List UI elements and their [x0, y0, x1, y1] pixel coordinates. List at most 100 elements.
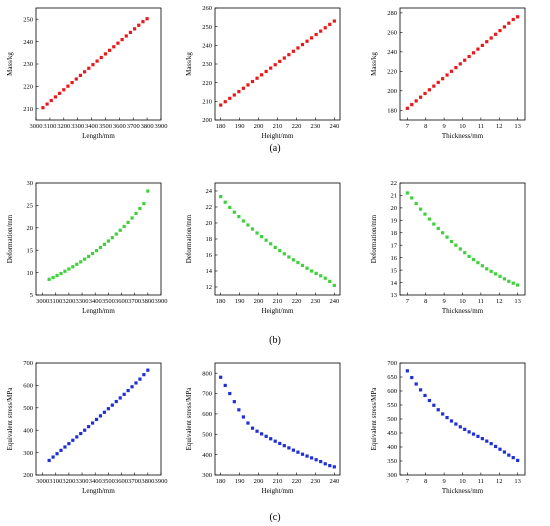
x-tick-label: 11 [478, 298, 484, 305]
data-point [59, 271, 63, 276]
x-axis-title: Length/mm [82, 307, 115, 315]
data-point [223, 200, 227, 204]
x-tick-label: 220 [292, 298, 302, 305]
data-point [134, 381, 138, 385]
y-tick-label: 24 [206, 188, 213, 195]
plot-frame [399, 7, 526, 121]
y-tick-label: 200 [387, 88, 397, 95]
data-point [432, 84, 436, 88]
chart-panel-0-2: 7 8 9 10 11 12 13 180 200 220 240 260 280 Thickness/m… [370, 7, 526, 140]
x-tick-label: 3700 [127, 123, 140, 130]
data-point [246, 223, 250, 227]
data-point [58, 91, 62, 95]
data-point [463, 427, 467, 431]
y-tick-label: 30 [27, 180, 34, 187]
data-point [296, 261, 300, 265]
data-point [458, 425, 462, 429]
data-point [458, 62, 462, 66]
data-point [305, 454, 309, 458]
data-point [142, 373, 146, 377]
chart-panel-2-2: 7 8 9 10 11 12 13 300 350 400 450 500 550 600 650 700 Th… [370, 360, 526, 495]
x-tick-label: 13 [514, 123, 521, 130]
data-point [122, 392, 126, 396]
x-tick-label: 3600 [115, 298, 128, 305]
y-tick-label: 230 [23, 61, 33, 68]
y-axis-title: Mass/kg [185, 52, 193, 76]
y-axis-title: Deformation/mm [6, 214, 14, 263]
data-point [485, 267, 489, 271]
data-point [323, 462, 327, 466]
data-point [259, 432, 264, 436]
data-point [98, 414, 103, 418]
x-tick-label: 3200 [62, 298, 75, 305]
x-tick-label: 180 [216, 298, 226, 305]
data-point [423, 212, 427, 216]
data-point [410, 375, 414, 380]
data-point [141, 20, 145, 24]
data-point [219, 375, 223, 379]
data-point [432, 222, 436, 226]
data-point [83, 70, 87, 74]
data-point [511, 456, 515, 460]
data-point [103, 52, 108, 56]
x-tick-label: 3800 [141, 123, 154, 130]
data-point [264, 69, 268, 74]
data-point [291, 258, 296, 262]
y-tick-label: 500 [387, 416, 397, 423]
data-point [328, 464, 332, 468]
x-tick-label: 13 [514, 298, 521, 305]
plot-frame [399, 182, 526, 296]
data-point [296, 450, 300, 454]
y-axis-title: Equivalent stress/MPa [6, 387, 14, 451]
data-point [282, 252, 286, 256]
data-point [66, 84, 70, 88]
data-point [116, 41, 120, 45]
y-tick-label: 240 [23, 39, 33, 46]
data-point [219, 103, 223, 107]
data-point [130, 216, 134, 220]
data-point [63, 269, 67, 273]
data-point [255, 76, 259, 80]
data-point [67, 267, 71, 271]
data-point [454, 422, 458, 426]
data-point [112, 45, 116, 49]
data-point [502, 450, 507, 454]
data-point [309, 456, 314, 460]
data-point [511, 17, 515, 22]
data-point [71, 438, 75, 442]
data-point [467, 54, 471, 59]
plot-frame [399, 362, 526, 476]
data-point [410, 196, 414, 200]
data-point [296, 46, 300, 50]
y-tick-label: 250 [23, 16, 33, 23]
data-point [264, 434, 268, 438]
y-tick-label: 5 [30, 292, 33, 299]
data-point [332, 465, 336, 469]
y-tick-label: 210 [23, 106, 33, 113]
x-axis-title: Thickness/mm [442, 132, 484, 140]
data-point [94, 417, 99, 422]
y-tick-label: 600 [23, 383, 33, 390]
data-point [418, 388, 423, 392]
x-tick-label: 240 [329, 298, 339, 305]
y-tick-label: 18 [391, 230, 398, 237]
y-axis-title: Deformation/mm [370, 214, 378, 263]
x-tick-label: 3000 [36, 298, 49, 305]
data-point [291, 49, 296, 53]
data-point [83, 428, 87, 432]
y-tick-label: 550 [387, 402, 397, 409]
x-tick-label: 3600 [113, 123, 126, 130]
data-point [328, 22, 332, 27]
data-point [467, 254, 471, 259]
data-point [480, 43, 484, 47]
x-tick-label: 11 [478, 478, 484, 485]
data-point [441, 412, 445, 416]
y-tick-label: 400 [387, 444, 397, 451]
data-point [278, 59, 282, 63]
data-point [259, 73, 264, 77]
data-point [232, 210, 236, 214]
y-tick-label: 22 [391, 180, 398, 187]
data-point [493, 444, 498, 449]
plot-frame [214, 362, 341, 476]
x-axis-title: Length/mm [82, 132, 115, 140]
